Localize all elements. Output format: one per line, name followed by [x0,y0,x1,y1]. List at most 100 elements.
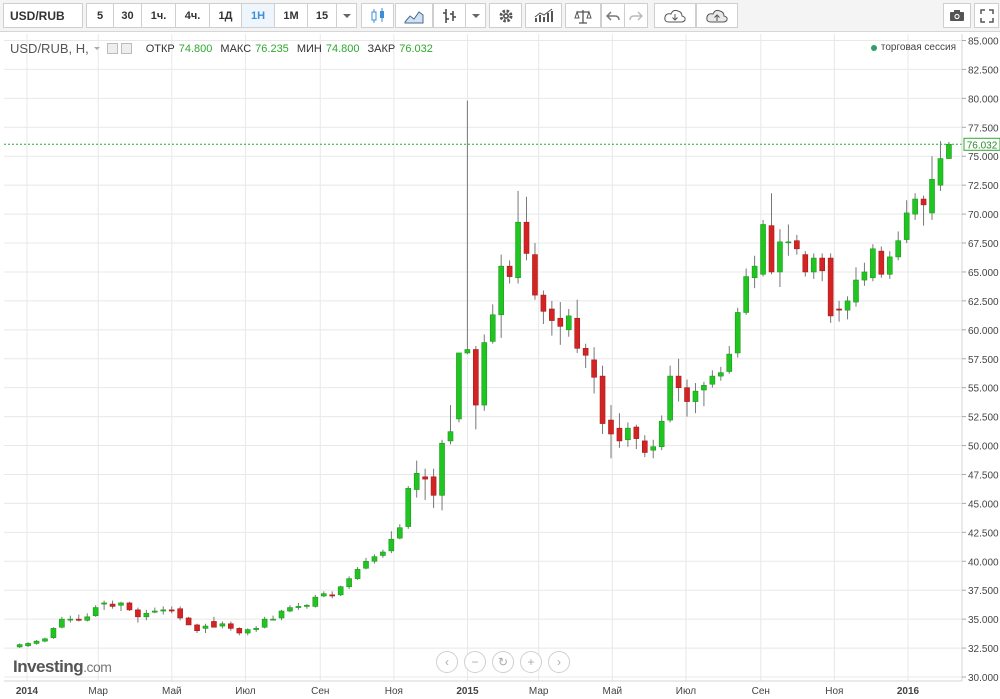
candle[interactable] [50,627,57,639]
zoom-in-button[interactable]: + [520,651,542,673]
compare-button[interactable] [565,3,601,28]
candle[interactable] [726,346,733,374]
candle[interactable] [118,601,124,612]
candle[interactable] [177,606,183,621]
candle[interactable] [270,615,276,621]
candle[interactable] [777,229,783,287]
candle[interactable] [92,605,99,617]
candle[interactable] [785,224,792,256]
candle[interactable] [388,531,395,554]
candle[interactable] [886,251,893,279]
candle[interactable] [126,601,133,612]
candle[interactable] [329,591,336,599]
candle[interactable] [853,267,859,307]
candle[interactable] [59,616,65,629]
timeframe-1w[interactable]: 1Н [241,3,275,28]
candle[interactable] [489,304,496,344]
candle[interactable] [684,379,690,417]
candle[interactable] [202,623,209,634]
candle[interactable] [540,290,547,325]
candle[interactable] [287,605,293,613]
candle[interactable] [599,365,606,434]
candle[interactable] [337,585,344,596]
candle[interactable] [304,604,310,609]
candle[interactable] [751,255,758,289]
candle[interactable] [810,253,817,279]
candle[interactable] [692,383,699,414]
candle[interactable] [67,615,74,623]
candle[interactable] [253,626,259,632]
candle[interactable] [33,639,40,645]
candle[interactable] [405,486,412,529]
candle[interactable] [861,262,868,286]
candle[interactable] [633,424,640,450]
candle[interactable] [641,435,648,458]
candle[interactable] [903,200,910,244]
candle[interactable] [701,381,707,407]
candle[interactable] [430,468,437,509]
candles-chart-type-button[interactable] [361,3,394,28]
candle[interactable] [920,195,927,226]
candle[interactable] [616,413,623,448]
candle[interactable] [143,609,150,621]
price-chart[interactable]: 76.032 85.000 82.500 80.000 77.500 75.000 72.… [0,32,1000,699]
reset-zoom-button[interactable]: ↻ [492,651,514,673]
candle[interactable] [549,300,555,336]
candle[interactable] [439,439,445,511]
screenshot-button[interactable] [943,3,971,28]
candle[interactable] [768,193,775,275]
candle[interactable] [160,606,167,615]
candle[interactable] [42,637,48,643]
save-to-cloud-button[interactable] [696,3,738,28]
candle[interactable] [295,602,302,610]
candle[interactable] [836,300,842,322]
candle[interactable] [261,616,268,629]
candle[interactable] [236,627,243,636]
candle[interactable] [802,251,809,277]
candle[interactable] [760,219,766,277]
candle[interactable] [456,352,462,423]
candle[interactable] [75,614,82,622]
scroll-right-button[interactable]: › [548,651,570,673]
candle[interactable] [152,607,158,614]
candle[interactable] [709,370,716,388]
candle[interactable] [380,549,386,558]
candle[interactable] [185,616,192,626]
candle[interactable] [228,621,234,631]
candle[interactable] [464,100,471,355]
candle[interactable] [557,302,564,345]
candle[interactable] [675,358,682,402]
candle[interactable] [371,554,378,564]
candle[interactable] [498,254,504,338]
candle[interactable] [422,468,428,500]
candle[interactable] [473,346,479,430]
candle[interactable] [481,334,488,411]
zoom-out-button[interactable]: − [464,651,486,673]
candle[interactable] [625,422,631,447]
candle[interactable] [413,460,420,498]
bars-chart-type-button[interactable] [433,3,466,28]
indicators-button[interactable] [525,3,562,28]
candle[interactable] [135,607,141,623]
candle[interactable] [667,365,673,423]
chart-type-dropdown-button[interactable] [465,3,486,28]
candle[interactable] [363,557,369,570]
candle[interactable] [109,600,116,609]
candle[interactable] [312,594,319,608]
candle[interactable] [591,347,597,394]
candle[interactable] [608,405,614,459]
timeframe-1h[interactable]: 1ч. [141,3,176,28]
candle[interactable] [844,296,851,320]
candle[interactable] [346,576,352,590]
candle[interactable] [320,591,327,598]
legend-settings-icon[interactable] [106,43,118,54]
candle[interactable] [794,234,800,255]
candle[interactable] [819,253,825,282]
candle[interactable] [211,616,217,628]
timeframe-5[interactable]: 5 [86,3,114,28]
timeframe-4h[interactable]: 4ч. [175,3,210,28]
candle[interactable] [650,439,657,459]
settings-button[interactable] [489,3,522,28]
candle[interactable] [718,366,724,381]
candle[interactable] [827,253,834,323]
